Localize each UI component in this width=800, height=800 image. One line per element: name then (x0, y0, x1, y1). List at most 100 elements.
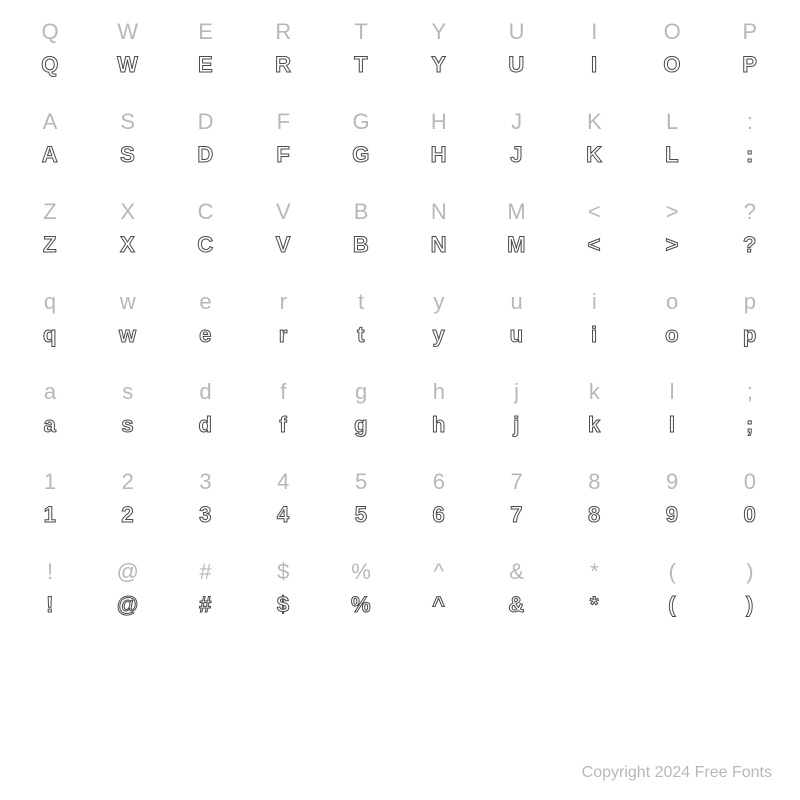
label-char: y (411, 288, 467, 316)
char-row-pair: 1234567890 1234567890 (22, 468, 778, 530)
glyph-char: : (722, 140, 778, 170)
glyph-char: M (489, 230, 545, 260)
label-char: S (100, 108, 156, 136)
glyph-char: L (644, 140, 700, 170)
char-row-pair: !@#$%^&*()!@#$%^&*() (22, 558, 778, 620)
label-char: 5 (333, 468, 389, 496)
glyph-char: & (489, 590, 545, 620)
glyph-char: s (100, 410, 156, 440)
glyph-char: Q (22, 50, 78, 80)
label-char: > (644, 198, 700, 226)
glyph-char: S (100, 140, 156, 170)
label-char: j (489, 378, 545, 406)
label-char: K (566, 108, 622, 136)
glyph-char: r (255, 320, 311, 350)
glyph-char: N (411, 230, 467, 260)
glyph-char: C (178, 230, 234, 260)
label-char: ( (644, 558, 700, 586)
label-char: V (255, 198, 311, 226)
label-char: N (411, 198, 467, 226)
label-char: h (411, 378, 467, 406)
label-char: e (178, 288, 234, 316)
label-char: * (566, 558, 622, 586)
label-char: Y (411, 18, 467, 46)
glyph-char: $ (255, 590, 311, 620)
glyph-char: w (100, 320, 156, 350)
label-char: k (566, 378, 622, 406)
label-char: X (100, 198, 156, 226)
label-row: qwertyuiop (22, 288, 778, 316)
label-char: 7 (489, 468, 545, 496)
glyph-char: a (22, 410, 78, 440)
label-char: B (333, 198, 389, 226)
glyph-char: 0 (722, 500, 778, 530)
label-char: ; (722, 378, 778, 406)
label-char: # (178, 558, 234, 586)
label-char: 0 (722, 468, 778, 496)
glyph-char: t (333, 320, 389, 350)
glyph-char: F (255, 140, 311, 170)
copyright-text: Copyright 2024 Free Fonts (582, 764, 772, 782)
label-char: 3 (178, 468, 234, 496)
glyph-char: ( (644, 590, 700, 620)
glyph-char: g (333, 410, 389, 440)
glyph-char: 7 (489, 500, 545, 530)
glyph-char: * (566, 590, 622, 620)
char-row-pair: QWERTYUIOPQWERTYUIOP (22, 18, 778, 80)
glyph-char: h (411, 410, 467, 440)
glyph-char: H (411, 140, 467, 170)
label-row: !@#$%^&*() (22, 558, 778, 586)
label-row: asdfghjkl; (22, 378, 778, 406)
label-row: ZXCVBNM<>? (22, 198, 778, 226)
label-char: T (333, 18, 389, 46)
glyph-char: J (489, 140, 545, 170)
label-char: F (255, 108, 311, 136)
glyph-char: i (566, 320, 622, 350)
label-char: w (100, 288, 156, 316)
label-char: @ (100, 558, 156, 586)
label-char: % (333, 558, 389, 586)
label-char: H (411, 108, 467, 136)
glyph-char: 3 (178, 500, 234, 530)
label-char: l (644, 378, 700, 406)
label-char: C (178, 198, 234, 226)
character-map-grid: QWERTYUIOPQWERTYUIOPASDFGHJKL:ASDFGHJKL:… (22, 18, 778, 648)
glyph-char: u (489, 320, 545, 350)
glyph-char: Y (411, 50, 467, 80)
glyph-char: I (566, 50, 622, 80)
glyph-char: 4 (255, 500, 311, 530)
glyph-char: < (566, 230, 622, 260)
label-char: R (255, 18, 311, 46)
label-row: 1234567890 (22, 468, 778, 496)
label-char: Q (22, 18, 78, 46)
glyph-char: 2 (100, 500, 156, 530)
glyph-char: D (178, 140, 234, 170)
char-row-pair: ASDFGHJKL:ASDFGHJKL: (22, 108, 778, 170)
glyph-char: W (100, 50, 156, 80)
label-char: s (100, 378, 156, 406)
glyph-row: 1234567890 (22, 500, 778, 530)
glyph-char: G (333, 140, 389, 170)
label-char: J (489, 108, 545, 136)
glyph-char: X (100, 230, 156, 260)
glyph-char: ? (722, 230, 778, 260)
glyph-char: @ (100, 590, 156, 620)
glyph-char: d (178, 410, 234, 440)
label-char: O (644, 18, 700, 46)
glyph-char: o (644, 320, 700, 350)
label-char: 2 (100, 468, 156, 496)
label-char: t (333, 288, 389, 316)
glyph-row: asdfghjkl; (22, 410, 778, 440)
label-char: r (255, 288, 311, 316)
label-char: i (566, 288, 622, 316)
glyph-char: 5 (333, 500, 389, 530)
glyph-char: K (566, 140, 622, 170)
glyph-char: ) (722, 590, 778, 620)
label-char: P (722, 18, 778, 46)
glyph-char: ! (22, 590, 78, 620)
glyph-char: l (644, 410, 700, 440)
label-char: d (178, 378, 234, 406)
char-row-pair: ZXCVBNM<>?ZXCVBNM<>? (22, 198, 778, 260)
label-char: ^ (411, 558, 467, 586)
glyph-char: T (333, 50, 389, 80)
